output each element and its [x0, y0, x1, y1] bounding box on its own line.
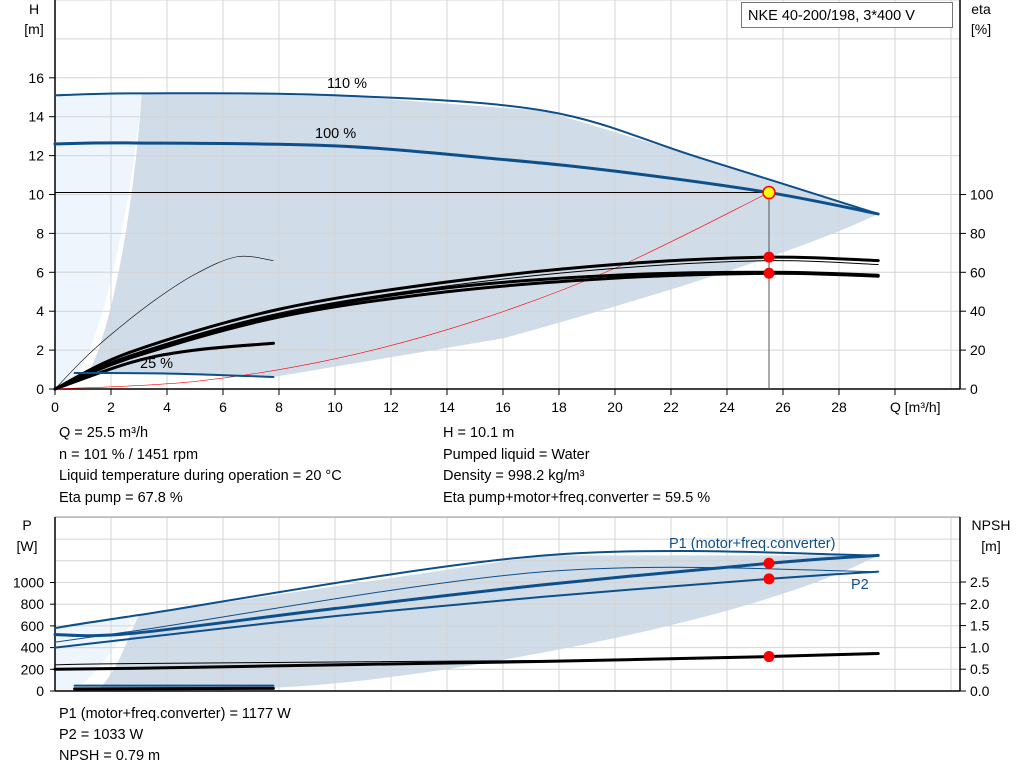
info-npsh: NPSH = 0.79 m: [59, 748, 161, 764]
info-density: Density = 998.2 kg/m³: [443, 468, 585, 484]
info-q: Q = 25.5 m³/h: [59, 425, 149, 441]
y-tick-label-right: 0: [970, 381, 978, 397]
info-speed: n = 101 % / 1451 rpm: [59, 447, 199, 463]
info-p2: P2 = 1033 W: [59, 727, 144, 743]
y-tick-label-right: 0.0: [970, 683, 990, 699]
y-axis-unit-right: [m]: [981, 538, 1000, 554]
label-100: 100 %: [315, 126, 356, 142]
y-tick-label-left: 10: [28, 187, 44, 203]
y-tick-label-right: 20: [970, 342, 986, 358]
y-tick-label-left: 600: [21, 618, 45, 634]
y-axis-label-right: eta: [971, 1, 991, 17]
x-tick-label: 10: [327, 399, 343, 415]
label-110: 110 %: [327, 76, 367, 92]
y-tick-label-right: 40: [970, 303, 986, 319]
x-tick-label: 28: [831, 399, 847, 415]
eta-curve-4: [54, 255, 274, 390]
y-tick-label-right: 60: [970, 264, 986, 280]
y-tick-label-left: 6: [36, 264, 44, 280]
y-tick-label-left: 2: [36, 342, 44, 358]
y-tick-label-left: 14: [28, 109, 44, 125]
y-tick-label-left: 0: [36, 683, 44, 699]
x-tick-label: 24: [719, 399, 735, 415]
y-tick-label-left: 8: [36, 225, 44, 241]
info-h: H = 10.1 m: [443, 425, 515, 441]
p2-marker: [763, 573, 775, 585]
info-temperature: Liquid temperature during operation = 20…: [59, 468, 342, 484]
eta-total-marker: [763, 267, 775, 279]
x-tick-label: 2: [107, 399, 115, 415]
y-tick-label-left: 400: [21, 640, 45, 656]
y-tick-label-right: 1.5: [970, 618, 990, 634]
x-tick-label: 12: [383, 399, 399, 415]
pump-model-label: NKE 40-200/198, 3*400 V: [741, 2, 953, 28]
y-tick-label-right: 100: [970, 187, 994, 203]
label-25: 25 %: [140, 356, 173, 372]
y-axis-label-right: NPSH: [972, 517, 1011, 533]
x-tick-label: 26: [775, 399, 791, 415]
x-tick-label: 6: [219, 399, 227, 415]
p1-marker: [763, 557, 775, 569]
npsh-marker: [763, 651, 775, 663]
y-tick-label-right: 2.0: [970, 596, 990, 612]
power-region: [97, 555, 879, 691]
duty-point-marker: [762, 185, 776, 200]
label-p1: P1 (motor+freq.converter): [669, 536, 835, 552]
info-p1: P1 (motor+freq.converter) = 1177 W: [59, 706, 291, 722]
head-curve-25: [73, 372, 275, 378]
light-region: [55, 93, 142, 390]
info-liquid: Pumped liquid = Water: [443, 447, 590, 463]
operating-region: [88, 93, 879, 377]
y-axis-label-left: H: [29, 1, 39, 17]
y-axis-unit-right: [%]: [971, 21, 991, 37]
npsh-curve-0: [54, 659, 546, 666]
y-tick-label-right: 80: [970, 225, 986, 241]
x-tick-label: 14: [439, 399, 455, 415]
x-tick-label: 16: [495, 399, 511, 415]
x-tick-label: 4: [163, 399, 171, 415]
y-tick-label-left: 4: [36, 303, 44, 319]
y-axis-label-left: P: [22, 517, 31, 533]
head-curve-110: [54, 92, 880, 215]
x-tick-label: 22: [663, 399, 679, 415]
y-tick-label-left: 12: [28, 148, 44, 164]
power-curve-0: [54, 549, 880, 630]
y-axis-unit-left: [W]: [17, 538, 38, 554]
label-p2: P2: [851, 577, 869, 593]
y-tick-label-right: 1.0: [970, 639, 990, 655]
info-eta-pump: Eta pump = 67.8 %: [59, 490, 183, 506]
x-tick-label: 0: [51, 399, 59, 415]
eta-pump-marker: [763, 251, 775, 263]
info-eta-total: Eta pump+motor+freq.converter = 59.5 %: [443, 490, 711, 506]
y-tick-label-left: 1000: [13, 575, 44, 591]
x-axis-label: Q [m³/h]: [890, 399, 941, 415]
system-curve: [54, 192, 770, 390]
y-tick-label-right: 0.5: [970, 661, 990, 677]
y-tick-label-left: 0: [36, 381, 44, 397]
y-tick-label-left: 16: [28, 70, 44, 86]
y-tick-label-left: 800: [21, 596, 45, 612]
eta-curve-5: [53, 341, 275, 391]
x-tick-label: 18: [551, 399, 567, 415]
x-tick-label: 8: [275, 399, 283, 415]
y-axis-unit-left: [m]: [24, 21, 43, 37]
y-tick-label-left: 200: [21, 661, 45, 677]
y-tick-label-right: 2.5: [970, 574, 990, 590]
x-tick-label: 20: [607, 399, 623, 415]
